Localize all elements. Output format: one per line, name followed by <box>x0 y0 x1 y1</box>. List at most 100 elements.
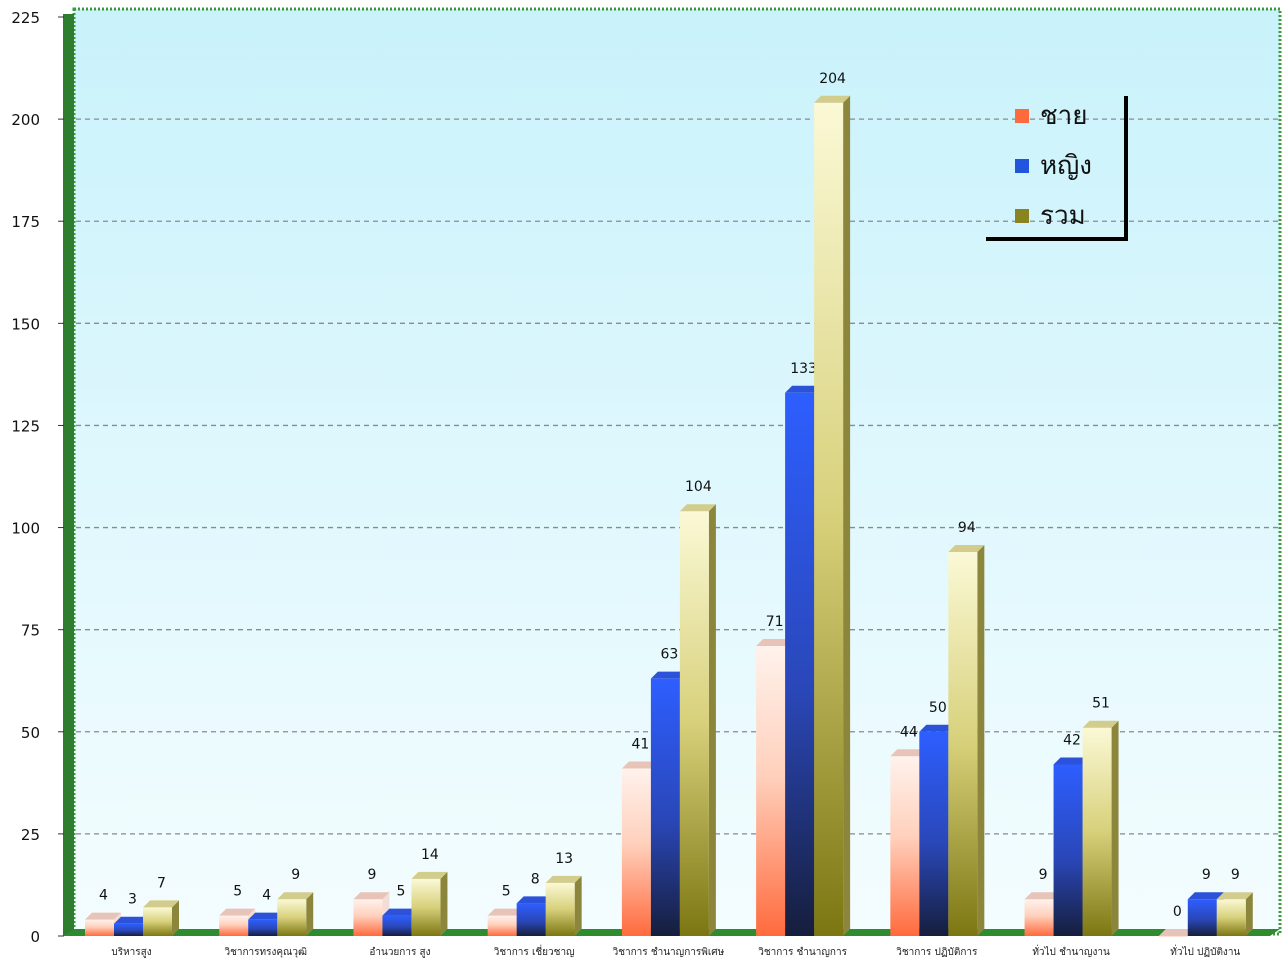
bar-top <box>353 892 390 900</box>
bar-top <box>545 875 582 883</box>
data-label: 204 <box>819 71 846 87</box>
bar-male <box>1024 899 1054 936</box>
bar-top <box>1082 720 1119 728</box>
bar-top <box>516 896 553 904</box>
data-label: 9 <box>1202 867 1211 883</box>
bar-total <box>679 511 709 936</box>
bar-female <box>248 919 278 936</box>
data-label: 4 <box>99 888 108 904</box>
bar-side <box>172 900 179 936</box>
data-label: 63 <box>660 647 678 663</box>
bar-side <box>574 875 582 936</box>
bar-female <box>1187 899 1217 936</box>
bar-male <box>1158 936 1188 937</box>
bar-side <box>843 95 851 937</box>
data-label: 41 <box>631 737 649 753</box>
y-tick-label: 75 <box>21 622 40 640</box>
bar-top <box>785 385 822 393</box>
left-wall <box>63 14 74 936</box>
legend-label: ชาย <box>1040 101 1087 131</box>
bar-top <box>1187 892 1224 900</box>
x-category-label: วิชาการ ชำนาญการพิเศษ <box>612 947 724 958</box>
bar-top <box>219 908 256 916</box>
data-label: 51 <box>1092 696 1110 712</box>
y-tick-label: 25 <box>21 826 40 844</box>
data-label: 0 <box>1173 904 1182 920</box>
y-tick-label: 0 <box>30 928 40 946</box>
x-category-label: อำนวยการ สูง <box>369 947 430 958</box>
y-tick-label: 125 <box>11 417 40 435</box>
legend-shadow <box>986 96 1128 241</box>
data-label: 94 <box>958 520 976 536</box>
x-category-label: บริหารสูง <box>111 947 151 958</box>
legend-swatch <box>1015 209 1029 223</box>
bar-top <box>277 892 314 900</box>
y-tick-label: 225 <box>11 9 40 27</box>
bar-top <box>143 900 179 908</box>
y-tick-label: 200 <box>11 111 40 129</box>
data-label: 71 <box>766 614 784 630</box>
bar-top <box>411 871 448 879</box>
bar-male <box>621 768 651 936</box>
bar-side <box>440 871 448 936</box>
y-tick-label: 175 <box>11 213 40 231</box>
bar-top <box>814 95 851 103</box>
bar-side <box>1245 892 1253 936</box>
bar-total <box>545 882 575 936</box>
x-category-label: ทั่วไป ปฏิบัติงาน <box>1170 944 1240 958</box>
bar-top <box>919 724 956 732</box>
y-tick-label: 50 <box>21 724 40 742</box>
bar-total <box>277 899 307 936</box>
bar-male <box>756 646 786 936</box>
x-category-label: วิชาการ เชี่ยวชาญ <box>493 944 574 958</box>
data-label: 3 <box>128 892 137 908</box>
data-label: 9 <box>291 867 300 883</box>
data-label: 13 <box>555 851 573 867</box>
data-label: 8 <box>531 871 540 887</box>
bar-female <box>382 915 412 936</box>
bar-top <box>948 545 985 553</box>
bar-top <box>890 749 927 757</box>
bar-top <box>1053 757 1090 765</box>
data-label: 7 <box>157 875 166 891</box>
legend-label: รวม <box>1040 201 1086 231</box>
bar-top <box>1216 892 1253 900</box>
bar-total <box>1216 899 1246 936</box>
data-label: 5 <box>233 884 242 900</box>
x-category-label: วิชาการ ปฏิบัติการ <box>896 947 978 958</box>
x-category-label: วิชาการ ชำนาญการ <box>758 947 848 958</box>
bar-total <box>814 102 844 937</box>
legend-swatch <box>1015 159 1029 173</box>
bar-side <box>306 892 314 936</box>
data-label: 9 <box>367 867 376 883</box>
legend-swatch <box>1015 109 1029 123</box>
data-label: 133 <box>790 361 817 377</box>
bar-side <box>708 504 716 936</box>
bar-total <box>1082 727 1112 936</box>
x-category-label: วิชาการทรงคุณวุฒิ <box>224 947 307 958</box>
bar-total <box>143 907 172 936</box>
bar-top <box>1024 892 1061 900</box>
bar-female <box>1053 764 1083 936</box>
bar-top <box>650 671 687 679</box>
data-label: 44 <box>900 724 918 740</box>
bar-top <box>382 908 419 916</box>
bar-male <box>353 899 383 936</box>
bar-male <box>219 915 249 936</box>
data-label: 9 <box>1231 867 1240 883</box>
bar-top <box>756 639 793 647</box>
data-label: 4 <box>262 888 271 904</box>
y-tick-label: 150 <box>11 315 40 333</box>
data-label: 5 <box>396 884 405 900</box>
bar-female <box>919 731 949 936</box>
bar-top <box>487 908 524 916</box>
bar-side <box>1111 720 1119 936</box>
data-label: 5 <box>502 884 511 900</box>
bar-total <box>948 552 978 936</box>
bar-top <box>621 761 658 769</box>
bar-top <box>1158 929 1195 936</box>
data-label: 14 <box>421 847 439 863</box>
y-tick-label: 100 <box>11 520 40 538</box>
data-label: 104 <box>685 479 712 495</box>
